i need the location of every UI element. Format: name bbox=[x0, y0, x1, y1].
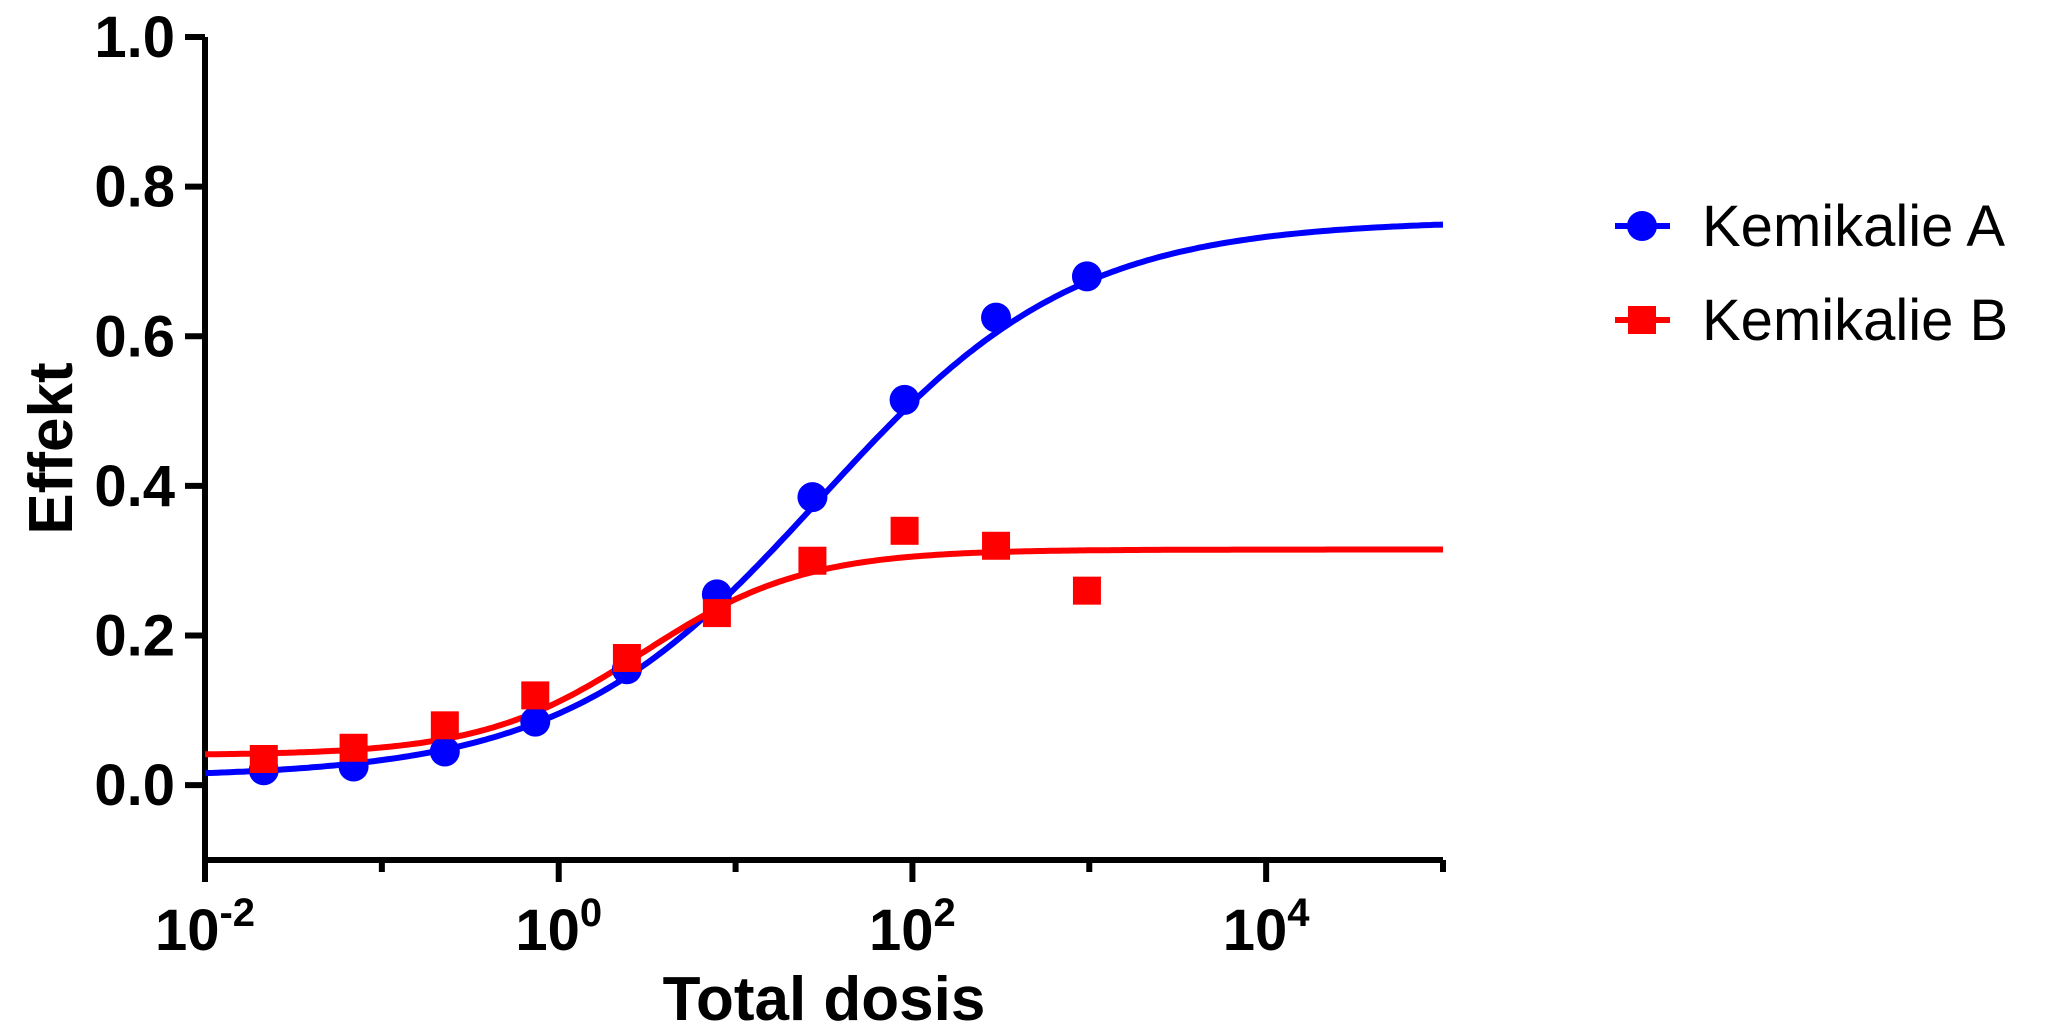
x-tick-exponent: 2 bbox=[934, 891, 956, 935]
legend-marker-kemikalie-b bbox=[1628, 306, 1656, 334]
data-point-kemikalie-b bbox=[430, 711, 459, 740]
legend-label-kemikalie-a: Kemikalie A bbox=[1702, 194, 2005, 259]
y-tick-label: 0.8 bbox=[94, 155, 175, 220]
data-point-kemikalie-b bbox=[612, 643, 641, 672]
y-axis-title: Effekt bbox=[17, 362, 86, 534]
data-point-kemikalie-b bbox=[1072, 576, 1101, 605]
data-point-kemikalie-a bbox=[981, 302, 1012, 333]
data-point-kemikalie-a bbox=[520, 706, 551, 737]
fit-curve-kemikalie-b bbox=[205, 546, 1443, 758]
data-point-kemikalie-b bbox=[339, 733, 368, 762]
data-point-kemikalie-b bbox=[798, 546, 827, 575]
x-tick-label: 102 bbox=[869, 891, 956, 963]
x-tick-base: 10 bbox=[1223, 898, 1288, 963]
x-tick-base: 10 bbox=[155, 898, 220, 963]
data-point-kemikalie-b bbox=[982, 531, 1011, 560]
y-tick-label: 0.2 bbox=[94, 604, 175, 669]
y-tick-label: 0.0 bbox=[94, 753, 175, 818]
data-point-kemikalie-b bbox=[890, 516, 919, 545]
x-tick-label: 104 bbox=[1223, 891, 1311, 963]
x-tick-label: 10-2 bbox=[155, 891, 255, 963]
data-point-kemikalie-a bbox=[1071, 261, 1102, 292]
x-tick-base: 10 bbox=[515, 898, 580, 963]
y-tick-label: 0.6 bbox=[94, 304, 175, 369]
y-tick-label: 1.0 bbox=[94, 5, 175, 70]
x-tick-exponent: 0 bbox=[580, 891, 602, 935]
x-tick-exponent: -2 bbox=[219, 891, 255, 935]
x-axis-title: Total dosis bbox=[663, 965, 986, 1027]
data-point-kemikalie-b bbox=[249, 744, 278, 773]
data-point-kemikalie-b bbox=[702, 599, 731, 628]
data-point-kemikalie-b bbox=[521, 681, 550, 710]
data-point-kemikalie-a bbox=[429, 736, 460, 767]
y-tick-label: 0.4 bbox=[94, 454, 175, 519]
x-tick-base: 10 bbox=[869, 898, 934, 963]
series-layer bbox=[204, 221, 1444, 786]
data-point-kemikalie-a bbox=[889, 384, 920, 415]
x-tick-label: 100 bbox=[515, 891, 602, 963]
legend-label-kemikalie-b: Kemikalie B bbox=[1702, 288, 2008, 353]
data-point-kemikalie-a bbox=[797, 482, 828, 513]
legend-marker-kemikalie-a bbox=[1627, 211, 1657, 241]
x-tick-exponent: 4 bbox=[1287, 891, 1310, 935]
legend: Kemikalie A Kemikalie B bbox=[1615, 194, 2008, 353]
